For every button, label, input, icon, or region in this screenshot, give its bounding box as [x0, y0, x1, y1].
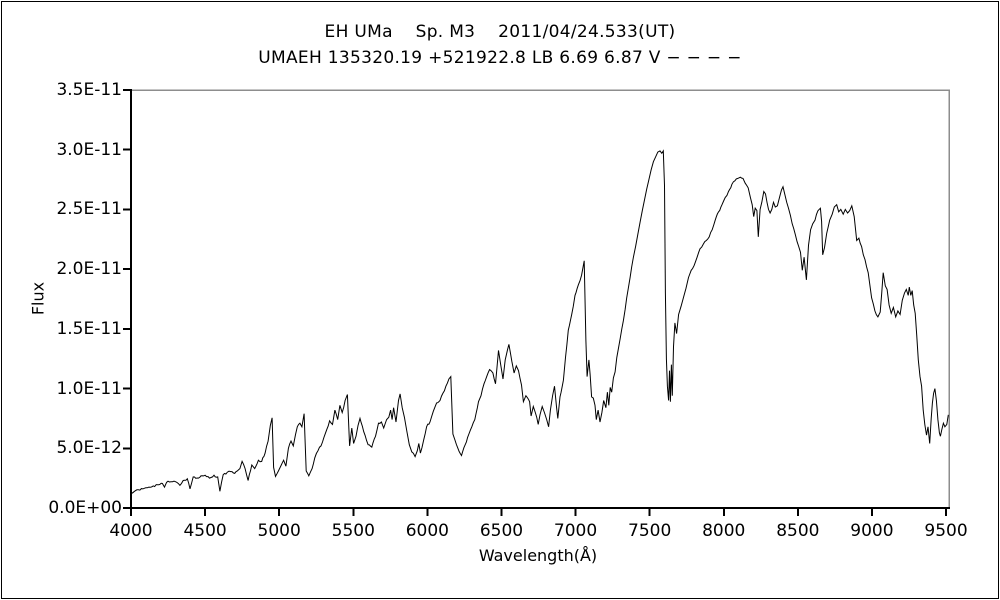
y-tick-label: 1.5E-11 [56, 318, 122, 339]
y-tick-label: 3.0E-11 [56, 139, 122, 160]
x-tick-label: 6500 [479, 521, 524, 541]
x-tick-label: 9500 [924, 521, 968, 541]
y-tick-label: 5.0E-12 [56, 438, 122, 459]
x-tick-label: 7500 [628, 521, 672, 541]
x-tick-label: 8000 [702, 521, 746, 541]
y-tick-label: 1.0E-11 [56, 378, 122, 399]
chart-title-line1: EH UMa Sp. M3 2011/04/24.533(UT) [324, 22, 676, 42]
x-tick-label: 4000 [109, 521, 153, 541]
y-tick-label: 2.5E-11 [56, 199, 122, 220]
x-tick-label: 9000 [850, 521, 894, 541]
chart-title-line2: UMAEH 135320.19 +521922.8 LB 6.69 6.87 V… [258, 48, 742, 68]
x-axis-title: Wavelength(Å) [478, 546, 598, 565]
y-axis-title: Flux [28, 281, 48, 316]
x-tick-label: 6000 [405, 521, 449, 541]
y-tick-label: 3.5E-11 [56, 80, 122, 100]
x-tick-label: 8500 [776, 521, 820, 541]
x-tick-label: 5500 [331, 521, 375, 541]
y-tick-label: 2.0E-11 [56, 259, 122, 280]
x-tick-label: 5000 [257, 521, 301, 541]
x-tick-label: 7000 [553, 521, 598, 541]
x-tick-label: 4500 [183, 521, 227, 541]
spectrum-line [130, 149, 949, 494]
y-tick-label: 0.0E+00 [48, 498, 122, 518]
